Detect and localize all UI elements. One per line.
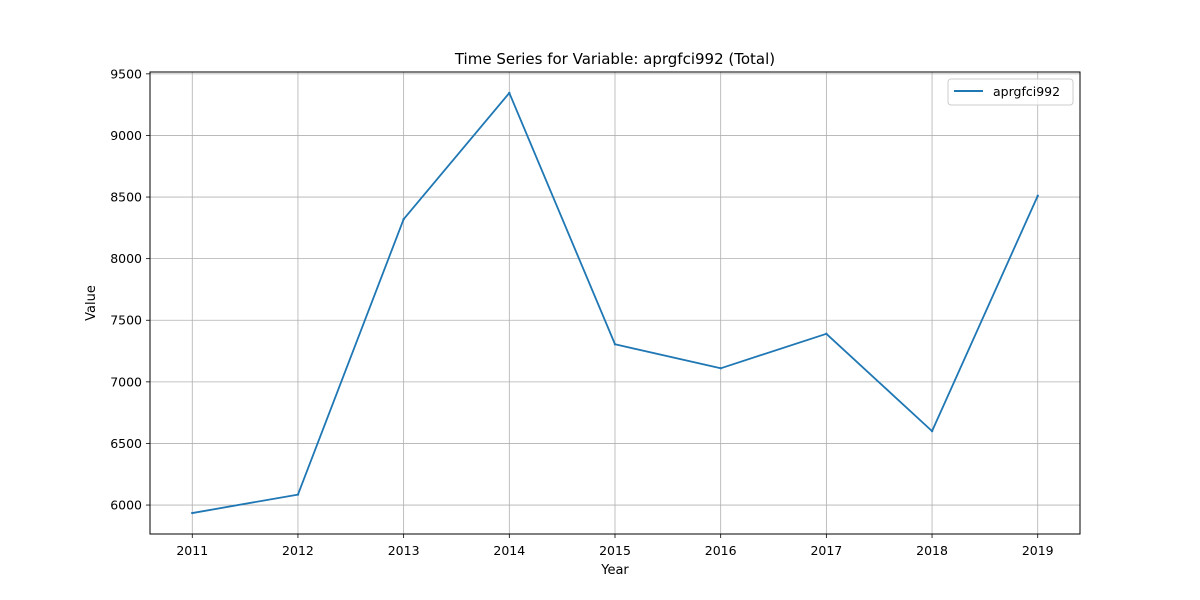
data-point: [191, 511, 194, 515]
x-tick-label: 2018: [916, 543, 948, 558]
legend-label: aprgfci992: [993, 84, 1060, 99]
y-tick-label: 8000: [110, 251, 142, 266]
x-tick-label: 2017: [810, 543, 842, 558]
x-tick-label: 2016: [705, 543, 737, 558]
y-tick-label: 9000: [110, 128, 142, 143]
data-point: [402, 218, 405, 221]
legend: aprgfci992: [947, 78, 1074, 106]
x-axis-ticks: 2011 2012 2013 2014 2015 2016 2017 2018 2019: [176, 534, 1054, 558]
y-axis-label: Value: [84, 285, 99, 321]
data-point: [508, 91, 511, 95]
y-tick-label: 6000: [110, 498, 142, 513]
x-tick-label: 2012: [282, 543, 314, 558]
data-point: [825, 332, 828, 335]
data-point: [930, 429, 934, 433]
y-tick-label: 9500: [110, 66, 142, 81]
y-tick-label: 7000: [110, 374, 142, 389]
legend-frame: [947, 78, 1074, 106]
chart-title: Time Series for Variable: aprgfci992 (To…: [454, 50, 775, 68]
y-tick-label: 8500: [110, 190, 142, 205]
y-tick-label: 6500: [110, 436, 142, 451]
x-tick-label: 2013: [388, 543, 420, 558]
y-tick-label: 7500: [110, 313, 142, 328]
data-point: [296, 493, 300, 496]
x-tick-label: 2014: [493, 543, 525, 558]
data-point: [613, 343, 617, 346]
grid-lines: [150, 72, 1080, 534]
data-point: [1036, 194, 1039, 198]
x-axis-label: Year: [600, 563, 629, 578]
data-point: [719, 367, 722, 370]
y-axis-ticks: 6000 6500 7000 7500 8000 8500 9000 9500: [110, 66, 150, 513]
x-tick-label: 2015: [599, 543, 631, 558]
x-tick-label: 2011: [176, 543, 208, 558]
series-layer: [191, 91, 1039, 515]
x-tick-label: 2019: [1022, 543, 1054, 558]
